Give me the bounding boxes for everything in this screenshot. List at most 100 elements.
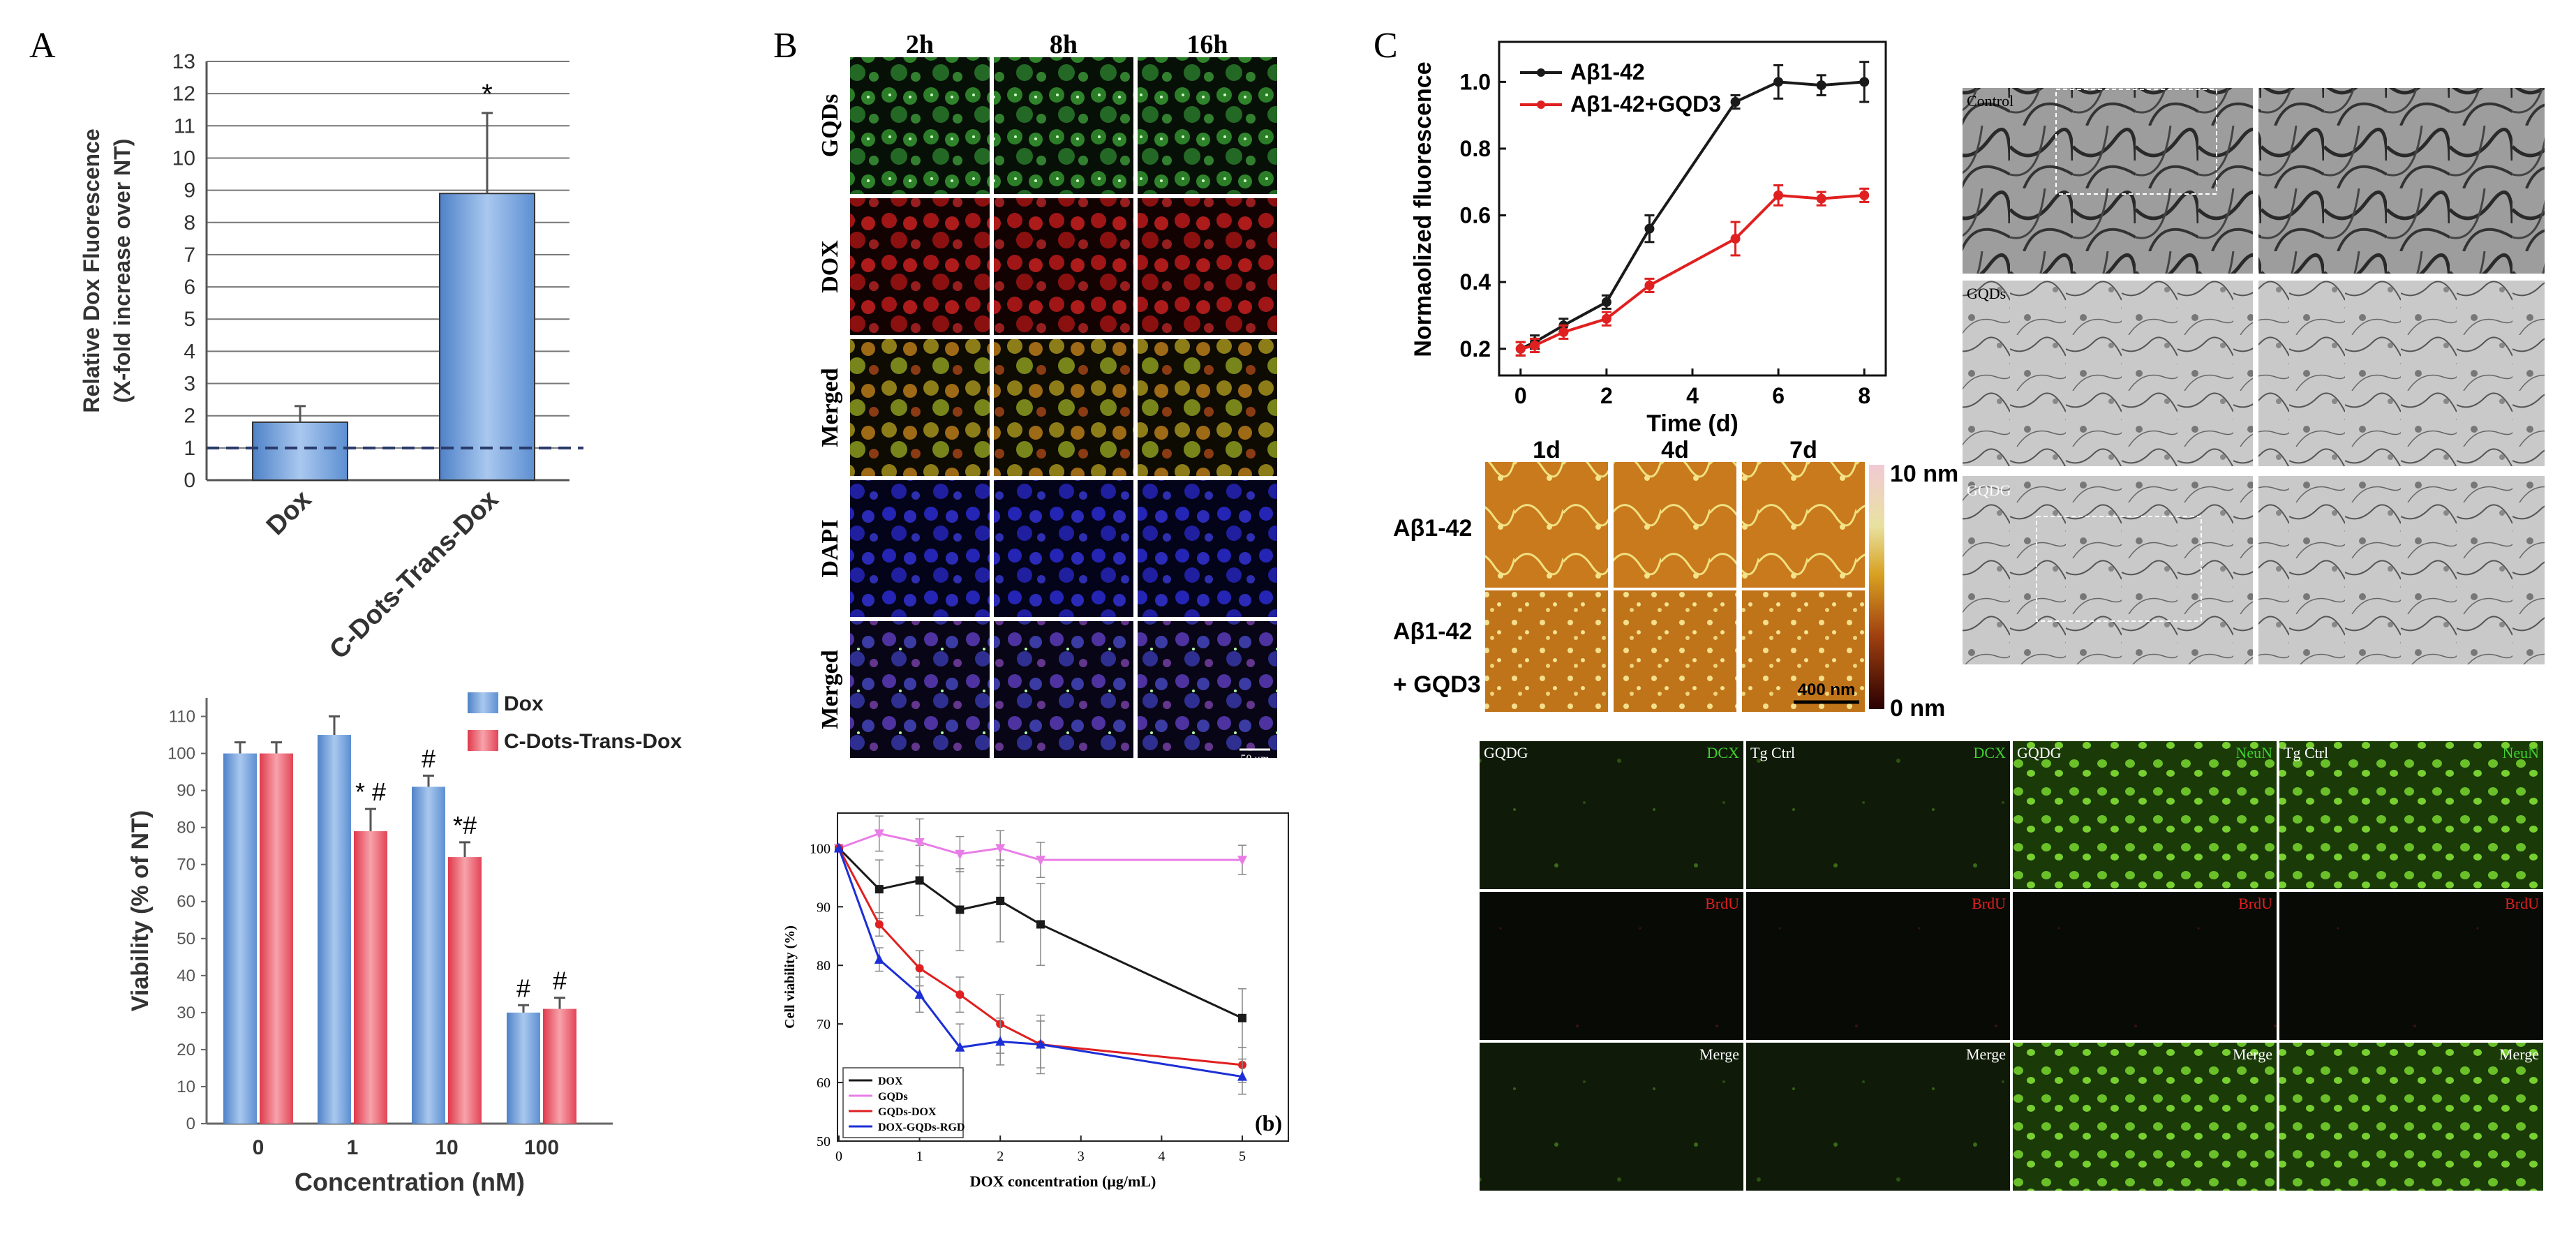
c-point-Aβ1-42+GQD3 [1515,343,1526,354]
b-tile-DAPI-2h [850,480,990,617]
h-tile-r2-c3 [2279,1043,2543,1191]
a1-ytick-label: 1 [184,437,195,460]
h-label-right: BrdU [2505,895,2539,912]
tem-gqdg-b [2258,476,2545,664]
c-point-Aβ1-42+GQD3 [1773,190,1784,200]
afm-col-7d: 7d [1789,437,1817,463]
h-label-right: BrdU [2238,895,2272,912]
afm-colorbar-bottom: 0 nm [1890,695,1945,722]
tem-gqds-b [2258,281,2545,466]
h-label-left: Tg Ctrl [2284,744,2328,761]
b-row-merged-2: Merged [817,650,843,729]
h-label-left: GQDG [2017,744,2062,761]
c-point-Aβ1-42+GQD3 [1530,340,1540,350]
c-xlabel: Time (d) [1646,410,1739,437]
b-tile-GQDs-2h [850,57,990,194]
c-legend-marker-2 [1537,100,1545,109]
h-label-right: Merge [1699,1045,1739,1063]
chart-b-viability: 50 60 70 80 90 100 0 1 2 3 4 5 DOX GQDs GQDs-DOX DOX-G… [782,812,1289,1190]
a2-ytick-label: 0 [186,1115,195,1133]
b-point-DOX [915,876,924,885]
h-tile-r2-c1 [1746,1043,2010,1191]
b-scale-label: 50 μm [1240,753,1270,765]
a1-ytick-label: 5 [184,308,195,331]
a1-ytick-label: 2 [184,405,195,428]
c-point-Aβ1-42+GQD3 [1730,234,1741,244]
a2-ytick-label: 70 [177,856,195,874]
b-point-DOX-GQDs-RGD [874,953,884,964]
h-tile-r0-c3 [2279,741,2543,889]
b-point-GQDs-DOX [955,990,965,999]
afm-scalebar-label: 400 nm [1798,680,1856,699]
a1-ytick-label: 9 [184,179,195,202]
a2-xtick-label: 10 [435,1136,458,1159]
a1-xtick-dox: Dox [261,485,317,541]
a2-bar-Dox-10 [412,787,445,1124]
afm-col-4d: 4d [1661,437,1689,463]
b-xtick-label: 3 [1078,1149,1085,1164]
b-point-GQDs [914,837,925,848]
b-ytick-label: 60 [817,1075,831,1091]
c-series-Aβ1-42+GQD3 [1520,193,1865,350]
c-xtick-label: 2 [1600,383,1613,408]
a2-bar-C-Dots-Trans-Dox-1 [354,831,387,1124]
a2-legend-swatch-cdots [468,730,498,751]
c-xtick-label: 4 [1686,383,1699,408]
a1-ytick-label: 10 [172,147,195,170]
c-point-Aβ1-42 [1601,297,1611,307]
b-col-8h: 8h [1050,30,1078,59]
h-label-right: DCX [1707,744,1740,761]
h-label-right: NeuN [2235,744,2272,761]
b-tile-DOX-8h [994,198,1133,335]
panel-label-b: B [773,26,798,66]
a1-ylabel-2: (X-fold increase over NT) [110,139,135,403]
h-label-right: DCX [1974,744,2007,761]
b-point-GQDs [874,829,884,840]
panel-c-afm: 1d 4d 7d Aβ1-42 Aβ1-42 + GQD3 400 nm 10 … [1393,437,1958,722]
afm-col-1d: 1d [1533,437,1561,463]
c-point-Aβ1-42+GQD3 [1558,327,1569,337]
tem-label-gqds: GQDs [1967,285,2006,302]
h-tile-r2-c2 [2013,1043,2277,1191]
b-tile-Merged-8h [994,339,1133,476]
afm-tile-4d-a [1614,462,1736,588]
h-label-right: Merge [2233,1045,2272,1063]
h-tile-r1-c3 [2279,892,2543,1040]
b-tile-Merged-16h [1138,621,1277,758]
h-label-right: NeuN [2502,744,2539,761]
tem-control-b [2258,88,2545,274]
h-label-right: Merge [1966,1045,2006,1063]
c-point-Aβ1-42 [1644,223,1655,234]
b-point-DOX [1036,920,1045,929]
c-point-Aβ1-42 [1816,80,1826,91]
b-point-GQDs [995,844,1006,854]
afm-row-1: Aβ1-42 [1393,515,1472,542]
b-tile-Merged-8h [994,621,1133,758]
b-legend-label: DOX-GQDs-RGD [878,1122,965,1133]
h-tile-r0-c0 [1480,741,1743,889]
a1-ytick-label: 6 [184,276,195,299]
a2-annotation: *# [453,811,477,840]
b-xtick-label: 5 [1239,1149,1246,1164]
c-xtick-label: 8 [1858,383,1870,408]
a1-ylabel-1: Relative Dox Fluorescence [79,128,104,412]
b-row-dox: DOX [817,240,843,293]
panel-c-histology: GQDG DCX Tg Ctrl DCX GQDG NeuN Tg Ctrl NeuN BrdU… [1480,741,2543,1191]
a2-xtick-label: 1 [347,1136,359,1159]
h-label-right: BrdU [1972,895,2006,912]
c-point-Aβ1-42+GQD3 [1859,190,1870,200]
a2-bar-Dox-100 [507,1012,540,1124]
h-tile-r0-c1 [1746,741,2010,889]
b-point-DOX-GQDs-RGD [955,1041,965,1052]
a2-ytick-label: 60 [177,893,195,911]
a2-bar-Dox-1 [318,735,351,1124]
c-point-Aβ1-42 [1773,77,1784,87]
h-label-right: BrdU [1705,895,1739,912]
a1-ytick-label: 12 [172,82,195,105]
b-plot-frame [837,812,1289,1142]
a2-xtick-label: 0 [253,1136,265,1159]
b-tile-GQDs-16h [1138,57,1277,194]
chart-c-fluorescence: 0.20.40.60.81.00 2 4 6 8 Aβ1-42 Aβ1-42+GQD3 … [1410,40,1887,437]
b-legend-label: DOX [878,1075,903,1087]
